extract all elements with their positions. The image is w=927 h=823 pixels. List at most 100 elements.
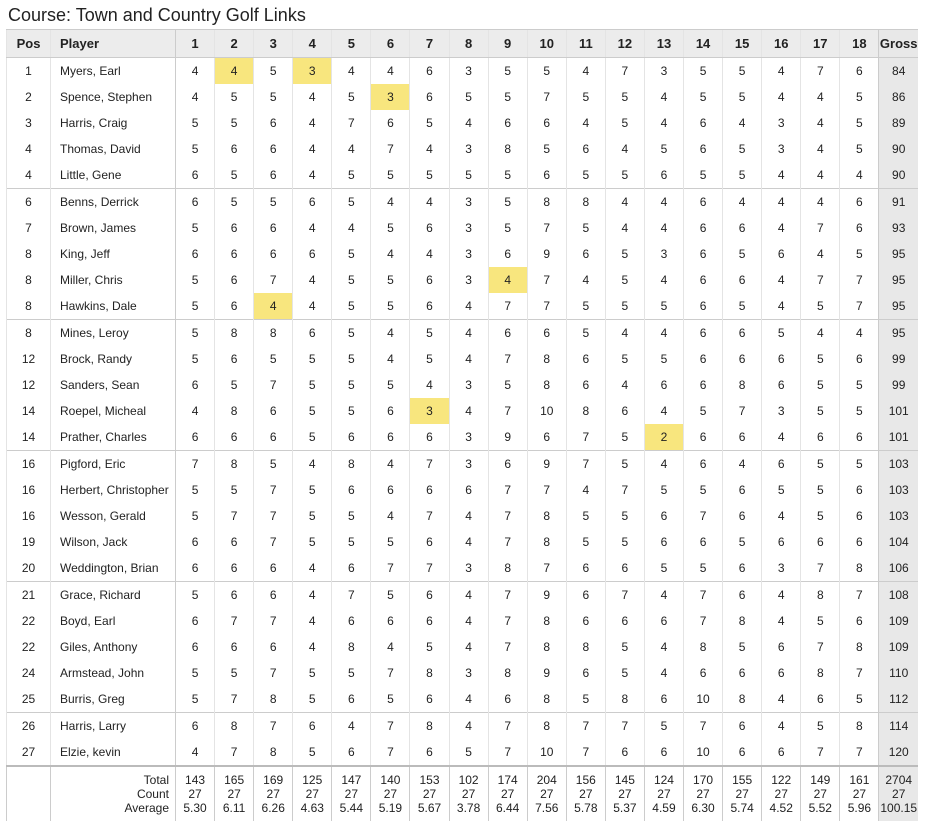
hole-score: 6 xyxy=(487,450,528,477)
average: 5.30 xyxy=(183,801,207,815)
hole-score: 5 xyxy=(683,555,723,582)
header-hole: 12 xyxy=(604,29,645,58)
hole-score: 4 xyxy=(409,241,450,267)
hole-score: 4 xyxy=(643,267,684,293)
hole-score: 4 xyxy=(292,450,332,477)
hole-score: 4 xyxy=(370,241,410,267)
hole-score: 7 xyxy=(253,477,293,503)
footer-stats: 165 27 6.11 xyxy=(214,765,254,821)
footer-stats: 161 27 5.96 xyxy=(839,765,879,821)
hole-score: 5 xyxy=(604,267,645,293)
hole-score: 7 xyxy=(526,84,567,110)
hole-score: 5 xyxy=(604,660,645,686)
hole-score: 5 xyxy=(604,424,645,451)
hole-score: 6 xyxy=(409,84,450,110)
pos: 14 xyxy=(6,398,51,424)
hole-score: 5 xyxy=(331,241,371,267)
hole-score: 5 xyxy=(409,346,450,372)
hole-score: 8 xyxy=(253,739,293,766)
hole-score: 5 xyxy=(174,293,215,320)
hole-score: 6 xyxy=(331,686,371,713)
player: Pigford, Eric xyxy=(50,450,176,477)
hole-score: 7 xyxy=(487,634,528,660)
hole-score: 5 xyxy=(800,398,840,424)
hole-score: 7 xyxy=(839,581,879,608)
hole-score: 5 xyxy=(604,241,645,267)
hole-score: 6 xyxy=(800,686,840,713)
hole-score: 5 xyxy=(604,110,645,136)
hole-score: 5 xyxy=(370,293,410,320)
hole-score: 7 xyxy=(253,529,293,555)
hole-score: 4 xyxy=(448,686,489,713)
count: 27 xyxy=(422,787,437,801)
hole-score: 8 xyxy=(839,712,879,739)
footer-label: Count xyxy=(136,787,169,801)
hole-score: 5 xyxy=(800,346,840,372)
hole-score: 7 xyxy=(683,581,723,608)
hole-score: 5 xyxy=(253,450,293,477)
count: 27 xyxy=(813,787,827,801)
hole-score: 4 xyxy=(292,634,332,660)
gross: 112 xyxy=(878,686,918,713)
pos: 2 xyxy=(6,84,51,110)
hole-score: 5 xyxy=(174,319,215,346)
hole-score: 5 xyxy=(643,136,684,162)
count: 27 xyxy=(618,787,632,801)
hole-score: 5 xyxy=(839,686,879,713)
hole-score: 6 xyxy=(604,739,645,766)
hole-score: 7 xyxy=(487,712,528,739)
hole-score: 5 xyxy=(331,372,371,398)
hole-score: 6 xyxy=(292,319,332,346)
count: 27 xyxy=(188,787,202,801)
gross: 95 xyxy=(878,267,918,293)
gross: 99 xyxy=(878,346,918,372)
hole-score: 4 xyxy=(800,188,840,215)
hole-score: 4 xyxy=(448,319,489,346)
gross: 84 xyxy=(878,57,918,84)
hole-score: 5 xyxy=(839,136,879,162)
gross: 90 xyxy=(878,136,918,162)
player-row: 20 Weddington, Brian 6 6 6 4 6 7 7 3 8 7 6 6 5 5 6 3 7 8 106 xyxy=(6,555,918,582)
hole-score: 6 xyxy=(722,555,762,582)
player-row: 8 Hawkins, Dale 5 6 4 4 5 5 6 4 7 7 5 5 5 6 5 4 5 7 95 xyxy=(6,293,918,320)
hole-score: 5 xyxy=(214,477,254,503)
hole-score: 10 xyxy=(683,739,723,766)
gross: 103 xyxy=(878,503,918,529)
count: 27 xyxy=(266,787,280,801)
player: Wesson, Gerald xyxy=(50,503,176,529)
hole-score: 6 xyxy=(174,529,215,555)
hole-score: 4 xyxy=(761,503,801,529)
hole-score: 5 xyxy=(331,346,371,372)
hole-score: 5 xyxy=(331,162,371,189)
hole-score: 4 xyxy=(370,450,410,477)
hole-score: 5 xyxy=(174,215,215,241)
hole-score: 5 xyxy=(331,660,371,686)
hole-score: 4 xyxy=(292,581,332,608)
hole-score: 3 xyxy=(292,57,332,84)
pos: 1 xyxy=(6,57,51,84)
player-row: 21 Grace, Richard 5 6 6 4 7 5 6 4 7 9 6 7 4 7 6 4 8 7 108 xyxy=(6,581,918,608)
hole-score: 6 xyxy=(761,739,801,766)
hole-score: 6 xyxy=(409,57,450,84)
hole-score: 5 xyxy=(526,57,567,84)
hole-score: 7 xyxy=(565,450,606,477)
hole-score: 7 xyxy=(487,581,528,608)
player: Armstead, John xyxy=(50,660,176,686)
player-row: 24 Armstead, John 5 5 7 5 5 7 8 3 8 9 6 5 4 6 6 6 8 7 110 xyxy=(6,660,918,686)
hole-score: 8 xyxy=(565,634,606,660)
hole-score: 4 xyxy=(604,188,645,215)
hole-score: 6 xyxy=(683,293,723,320)
hole-score: 7 xyxy=(214,503,254,529)
hole-score: 6 xyxy=(839,57,879,84)
hole-score: 4 xyxy=(565,57,606,84)
pos: 16 xyxy=(6,503,51,529)
hole-score: 6 xyxy=(565,581,606,608)
hole-score: 4 xyxy=(643,110,684,136)
hole-score: 5 xyxy=(292,398,332,424)
player-row: 8 King, Jeff 6 6 6 6 5 4 4 3 6 9 6 5 3 6 5 6 4 5 95 xyxy=(6,241,918,267)
hole-score: 5 xyxy=(683,57,723,84)
hole-score: 5 xyxy=(565,293,606,320)
gross: 109 xyxy=(878,634,918,660)
hole-score: 6 xyxy=(174,555,215,582)
hole-score: 8 xyxy=(683,634,723,660)
